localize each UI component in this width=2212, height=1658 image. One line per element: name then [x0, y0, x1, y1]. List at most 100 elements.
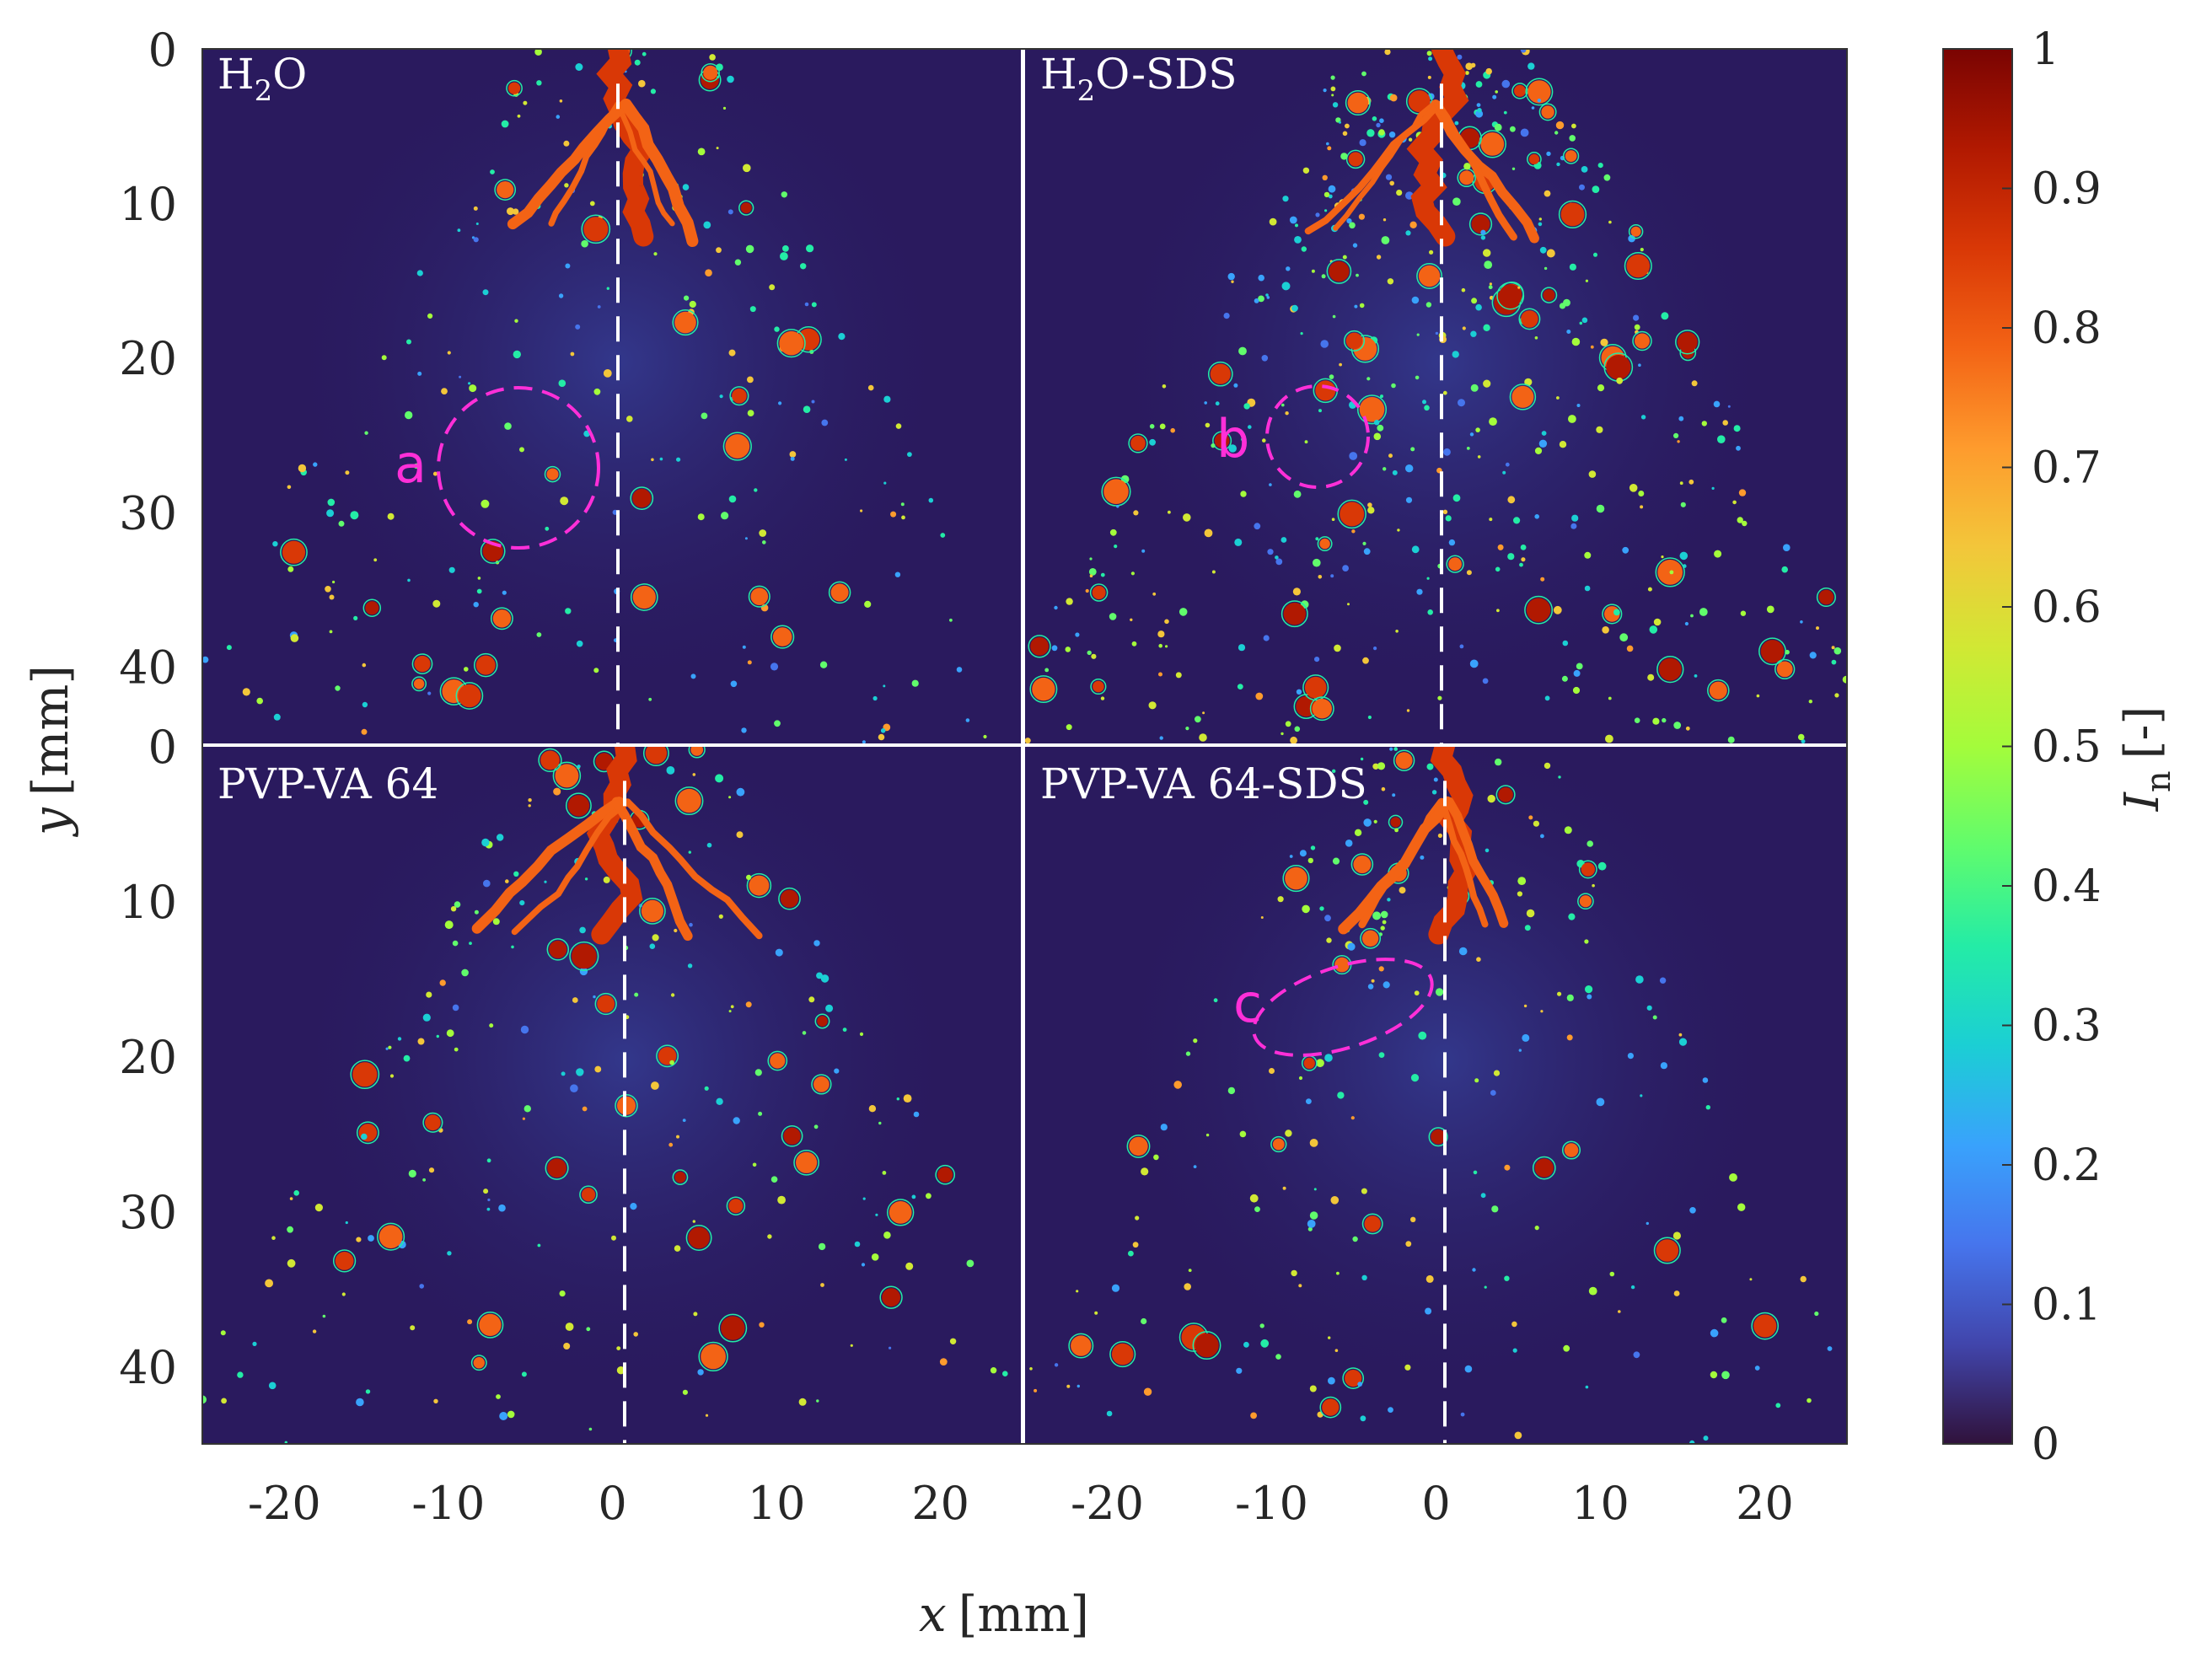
droplet [1534, 514, 1539, 519]
droplet [754, 1069, 762, 1076]
droplet [1860, 654, 1868, 662]
droplet [1566, 1034, 1573, 1041]
droplet [722, 106, 727, 110]
droplet [1426, 577, 1430, 580]
droplet [1103, 479, 1129, 504]
droplet [1660, 1062, 1667, 1070]
droplet [1477, 455, 1481, 459]
droplet [1475, 303, 1482, 311]
droplet [1732, 500, 1737, 505]
panel-title-h2o-sds: H2O-SDS [1040, 50, 1238, 108]
droplet [949, 1338, 957, 1345]
droplet [1389, 180, 1394, 186]
droplet [1302, 904, 1310, 914]
droplet [1781, 566, 1788, 573]
droplet [1544, 695, 1550, 701]
droplet [1411, 545, 1420, 554]
droplet [1458, 947, 1468, 956]
droplet [1183, 513, 1191, 522]
droplet [1380, 910, 1388, 919]
droplet [1416, 333, 1420, 336]
droplet [326, 509, 335, 518]
droplet [687, 963, 693, 969]
droplet [1392, 469, 1398, 475]
droplet [1797, 733, 1805, 741]
droplet [1490, 1090, 1496, 1096]
droplet-rim [1326, 259, 1352, 284]
droplet [1588, 1286, 1597, 1296]
droplet [1260, 1339, 1270, 1348]
droplet-rim [1126, 1134, 1151, 1158]
droplet [1131, 641, 1137, 647]
droplet [1160, 1124, 1168, 1131]
droplet [1269, 1068, 1275, 1074]
droplet [913, 1111, 920, 1118]
droplet [1281, 282, 1291, 291]
droplet [1281, 403, 1285, 407]
droplet [1371, 979, 1375, 983]
ligament [511, 798, 631, 936]
ligament [1433, 100, 1517, 241]
droplet [1323, 191, 1330, 198]
droplet [1227, 1087, 1236, 1095]
droplet [452, 1004, 459, 1011]
droplet [1392, 793, 1396, 797]
droplet [1312, 699, 1333, 719]
droplet [603, 369, 612, 378]
droplet [481, 499, 490, 508]
droplet [1437, 695, 1442, 700]
x-tick-label: -20 [1071, 1477, 1144, 1530]
droplet [298, 464, 307, 473]
droplet [507, 207, 514, 216]
droplet [1254, 1206, 1260, 1212]
droplet [487, 1198, 491, 1202]
droplet [1587, 994, 1592, 1000]
droplet [733, 1117, 740, 1124]
droplet [507, 1410, 515, 1419]
droplet [701, 412, 708, 420]
colorbar [1942, 48, 2013, 1445]
droplet [1466, 570, 1472, 576]
droplet [387, 512, 395, 520]
droplet [1311, 269, 1315, 273]
y-tick-label: 30 [119, 1186, 177, 1239]
droplet [1293, 490, 1302, 498]
droplet [745, 244, 754, 254]
droplet [1480, 1193, 1486, 1199]
droplet-rim [1511, 83, 1528, 99]
droplet [1285, 411, 1289, 416]
droplet [1524, 925, 1531, 931]
droplet [883, 1231, 891, 1239]
droplet [1833, 647, 1842, 655]
droplet [1553, 605, 1562, 614]
droplet [1699, 608, 1708, 616]
droplet [242, 688, 250, 696]
droplet [1462, 326, 1466, 330]
droplet-rim [356, 1121, 379, 1145]
droplet [584, 877, 588, 881]
droplet [1566, 994, 1574, 1001]
droplet-rim [935, 1164, 956, 1185]
droplet [1346, 218, 1352, 224]
droplet-rim [1524, 595, 1554, 625]
droplet [314, 1204, 323, 1212]
droplet [1076, 1290, 1079, 1293]
droplet [1159, 423, 1166, 430]
droplet [356, 1237, 362, 1242]
droplet [473, 602, 479, 608]
annotation-label-c: c [1233, 973, 1262, 1034]
droplet-rim [1496, 282, 1525, 310]
y-tick-label: 20 [119, 332, 177, 385]
droplet [616, 1366, 625, 1375]
droplet [1307, 1226, 1313, 1231]
droplet [447, 351, 451, 355]
droplet [1540, 577, 1545, 582]
droplet [676, 457, 681, 462]
droplet [721, 512, 729, 520]
droplet [1238, 644, 1246, 652]
droplet [1345, 840, 1353, 847]
droplet [408, 1169, 416, 1178]
droplet [850, 1344, 853, 1347]
droplet [638, 79, 646, 88]
droplet-rim [672, 1169, 689, 1185]
